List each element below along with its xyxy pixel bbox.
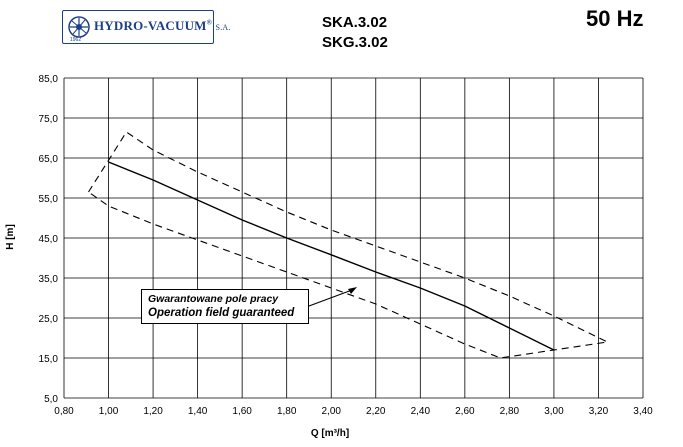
x-tick-label: 1,20	[143, 406, 163, 417]
y-tick-label: 15,0	[39, 354, 59, 365]
x-tick-label: 1,80	[277, 406, 297, 417]
x-tick-label: 1,00	[99, 406, 119, 417]
series	[88, 131, 610, 359]
annotation-english: Operation field guaranteed	[148, 307, 295, 319]
model-code-2: SKG.3.02	[322, 34, 388, 51]
annotation-polish: Gwarantowane pole pracy	[148, 293, 279, 305]
x-tick-label: 1,40	[188, 406, 208, 417]
x-tick-label: 3,40	[633, 406, 653, 417]
x-tick-label: 3,20	[589, 406, 609, 417]
grid	[63, 77, 644, 399]
annotation-pointer-arrow-icon	[348, 287, 357, 294]
brand-year: 1962	[70, 37, 82, 43]
y-tick-label: 65,0	[39, 154, 59, 165]
y-tick-label: 5,0	[44, 394, 58, 405]
y-tick-label: 55,0	[39, 194, 59, 205]
annotation-pointer	[308, 289, 353, 307]
y-tick-label: 35,0	[39, 274, 59, 285]
pump-curve-line	[108, 161, 555, 351]
tick-labels: 0,80 1,00 1,20 1,40 1,60 1,80 2,00 2,20 2,40 2,60…	[39, 74, 654, 417]
x-axis-label: Q [m³/h]	[311, 428, 349, 439]
y-tick-label: 25,0	[39, 314, 59, 325]
x-tick-label: 3,00	[544, 406, 564, 417]
operation-field-boundary	[88, 131, 610, 359]
brand-name: HYDRO-VACUUM® S.A.	[94, 18, 231, 33]
x-tick-label: 0,80	[54, 406, 74, 417]
x-tick-label: 2,40	[411, 406, 431, 417]
company-logo: HYDRO-VACUUM® S.A. 1962	[62, 10, 230, 44]
model-code-1: SKA.3.02	[322, 14, 388, 31]
x-tick-label: 2,00	[321, 406, 341, 417]
x-tick-label: 1,60	[232, 406, 252, 417]
x-tick-label: 2,80	[500, 406, 520, 417]
y-tick-label: 85,0	[39, 74, 59, 85]
frequency-label: 50 Hz	[586, 6, 644, 31]
operation-field-annotation: Gwarantowane pole pracy Operation field …	[141, 289, 309, 324]
x-tick-label: 2,60	[455, 406, 475, 417]
y-tick-label: 75,0	[39, 114, 59, 125]
y-tick-label: 45,0	[39, 234, 59, 245]
hydro-vacuum-logo-icon	[68, 16, 90, 38]
x-tick-label: 2,20	[366, 406, 386, 417]
y-axis-label: H [m]	[5, 224, 16, 250]
